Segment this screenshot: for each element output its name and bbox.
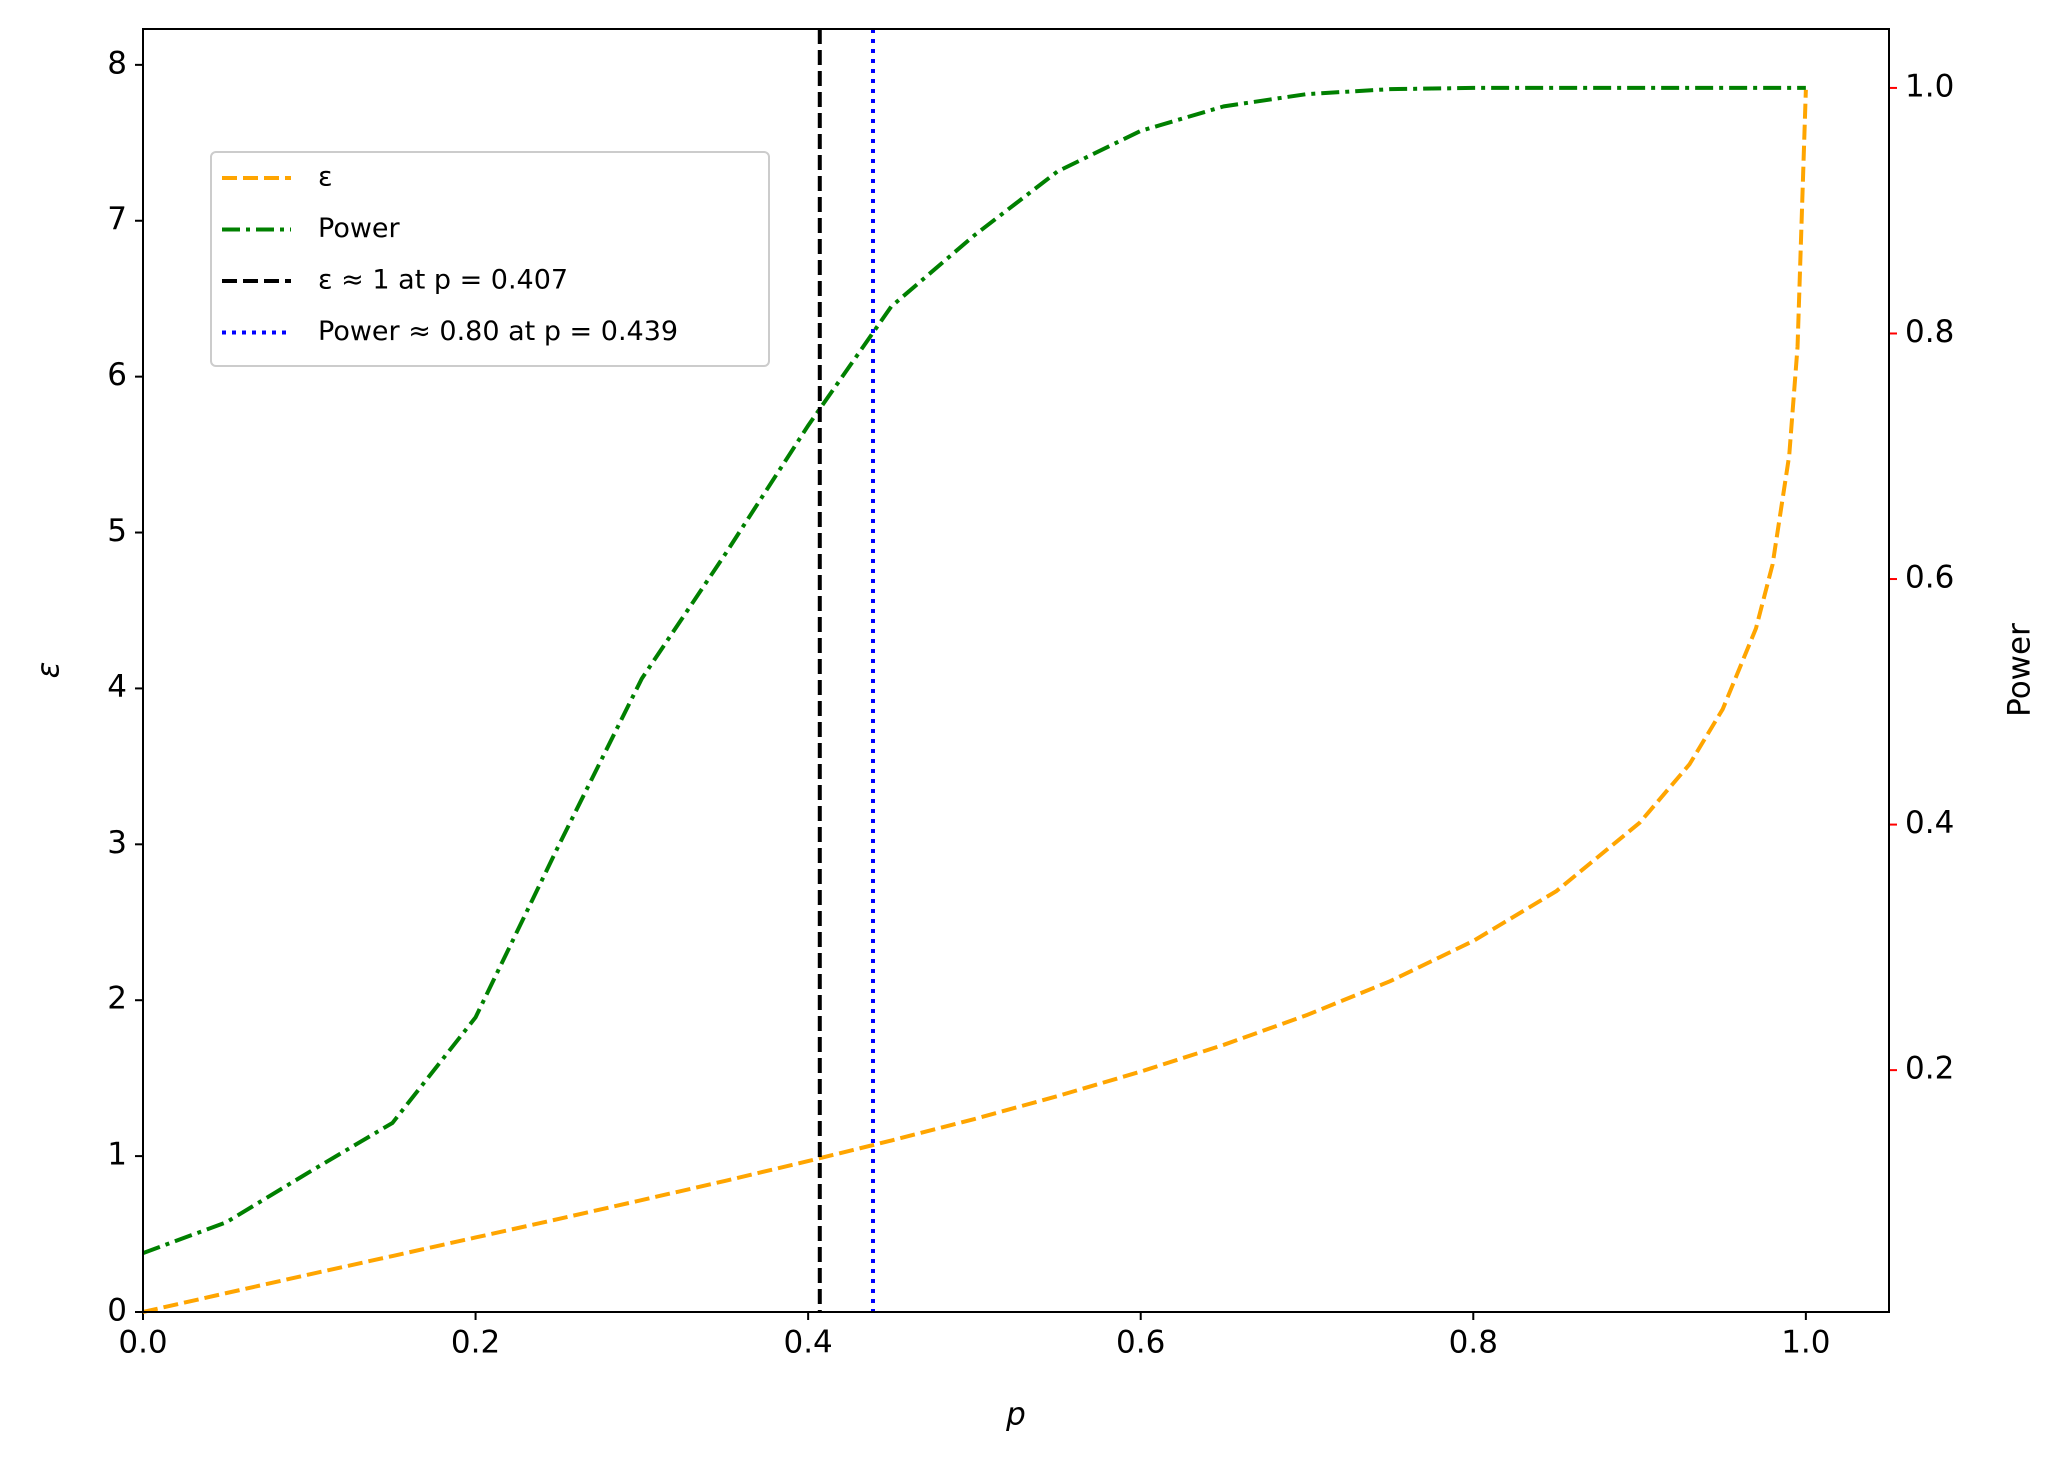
y-tick-label: 6	[107, 357, 127, 393]
x-axis-label: p	[1005, 1397, 1026, 1433]
x-tick-label: 0.2	[451, 1325, 500, 1361]
y2-tick-label: 0.8	[1905, 314, 1954, 350]
legend-box	[210, 151, 770, 367]
y-tick-label: 4	[107, 669, 127, 705]
y2-axis-label: Power	[2002, 623, 2038, 717]
y-tick-label: 5	[107, 513, 127, 549]
legend-label: Power	[318, 213, 401, 244]
y2-tick-label: 1.0	[1905, 68, 1954, 104]
legend-label: ε	[318, 162, 333, 193]
plot-frame	[142, 28, 1890, 1313]
x-tick-label: 1.0	[1781, 1325, 1830, 1361]
y2-tick-label: 0.4	[1905, 805, 1954, 841]
y2-tick-label: 0.2	[1905, 1051, 1954, 1087]
legend: ε Power ε ≈ 1 at p = 0.407 Power ≈ 0.80 at …	[210, 151, 770, 367]
legend-label: Power ≈ 0.80 at p = 0.439	[318, 316, 678, 347]
x-tick-label: 0.0	[118, 1325, 167, 1361]
y-tick-label: 1	[107, 1137, 127, 1173]
y2-tick-label: 0.6	[1905, 560, 1954, 596]
y-axis-label: ε	[31, 662, 67, 679]
x-tick-label: 0.8	[1449, 1325, 1498, 1361]
y-tick-label: 7	[107, 201, 127, 237]
legend-label: ε ≈ 1 at p = 0.407	[318, 265, 568, 296]
y-tick-label: 0	[107, 1293, 127, 1329]
y-tick-label: 3	[107, 825, 127, 861]
x-tick-label: 0.4	[783, 1325, 832, 1361]
y-tick-label: 8	[107, 45, 127, 81]
series-line	[142, 85, 1806, 1255]
x-tick-label: 0.6	[1116, 1325, 1165, 1361]
y-tick-label: 2	[107, 981, 127, 1017]
